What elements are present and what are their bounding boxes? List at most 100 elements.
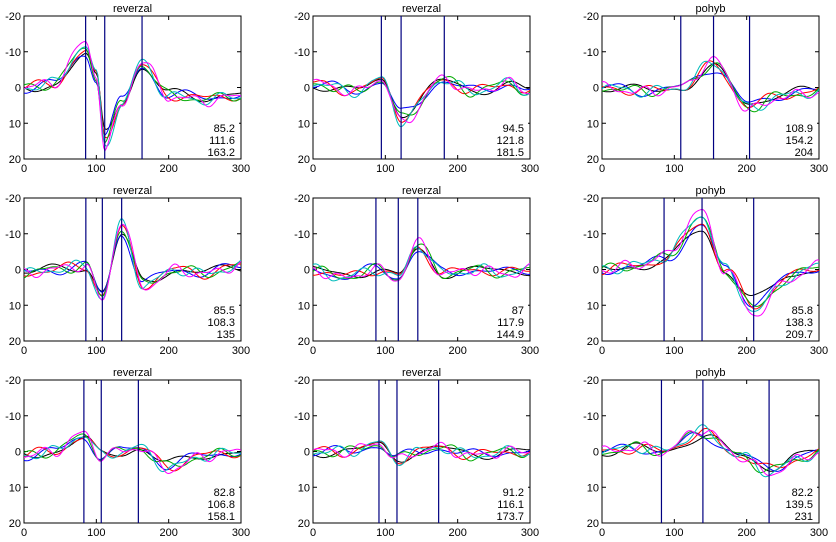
x-tick-label: 200 [737,163,755,175]
panel-title: pohyb [696,3,726,15]
x-tick-label: 300 [810,345,828,357]
y-tick-label: 0 [304,83,310,95]
trace-line [602,56,819,112]
latency-label: 144.9 [496,329,524,341]
panel-title: reverzal [113,185,152,197]
latency-label: 204 [795,147,813,159]
x-tick-label: 200 [737,527,755,539]
latency-label: 106.8 [207,499,235,511]
y-tick-label: 20 [587,336,599,348]
y-tick-label: 10 [587,118,599,130]
x-tick-label: 100 [376,527,394,539]
x-tick-label: 0 [310,345,316,357]
y-tick-label: -20 [583,11,599,23]
x-tick-label: 100 [665,527,683,539]
annotation-bg [201,482,239,521]
y-tick-label: 10 [9,300,21,312]
trace-line [313,445,530,458]
trace-line [602,216,819,312]
trace-line [313,237,530,282]
x-tick-label: 0 [310,527,316,539]
trace-line [313,243,530,281]
trace-line [313,444,530,462]
x-tick-label: 100 [665,345,683,357]
x-tick-label: 0 [599,527,605,539]
x-tick-label: 100 [87,527,105,539]
latency-label: 85.8 [792,305,813,317]
y-tick-label: 20 [298,154,310,166]
latency-label: 138.3 [785,317,813,329]
trace-line [24,52,241,130]
x-tick-label: 200 [159,345,177,357]
trace-line [313,76,530,128]
y-tick-label: -10 [583,47,599,59]
trace-line [313,246,530,277]
y-tick-label: 10 [298,300,310,312]
latency-label: 82.8 [214,487,235,499]
x-tick-label: 300 [521,527,539,539]
trace-line [313,74,530,124]
x-tick-label: 100 [376,345,394,357]
y-tick-label: -10 [583,411,599,423]
latency-label: 87 [512,305,524,317]
x-tick-label: 200 [448,527,466,539]
latency-label: 85.2 [214,123,235,135]
trace-line [313,441,530,459]
x-tick-label: 200 [737,345,755,357]
y-tick-label: -20 [294,375,310,387]
latency-label: 117.9 [497,317,524,329]
latency-label: 231 [795,511,813,523]
trace-line [24,223,241,301]
x-tick-label: 200 [159,527,177,539]
trace-line [24,436,241,473]
y-tick-label: 20 [9,154,21,166]
x-tick-label: 200 [159,163,177,175]
panel-title: reverzal [402,185,441,197]
trace-line [313,246,530,282]
latency-label: 121.8 [496,135,524,147]
latency-label: 108.3 [207,317,235,329]
trace-line [602,429,819,477]
y-tick-label: 10 [298,482,310,494]
x-tick-label: 100 [376,163,394,175]
y-tick-label: 0 [593,447,599,459]
latency-label: 181.5 [496,147,524,159]
y-tick-label: -20 [294,11,310,23]
x-tick-label: 300 [232,527,250,539]
latency-label: 209.7 [785,329,813,341]
latency-label: 154.2 [785,135,813,147]
x-tick-label: 0 [21,163,27,175]
y-tick-label: -20 [5,193,21,205]
trace-line [602,60,819,111]
latency-label: 108.9 [785,123,813,135]
x-tick-label: 0 [599,345,605,357]
x-tick-label: 300 [810,163,828,175]
latency-label: 139.5 [785,499,813,511]
trace-line [313,77,530,123]
y-tick-label: 20 [9,336,21,348]
y-tick-label: 10 [587,482,599,494]
annotation-bg [201,300,239,339]
x-tick-label: 100 [87,163,105,175]
y-tick-label: 20 [9,518,21,530]
trace-line [24,230,241,297]
y-tick-label: -10 [294,411,310,423]
trace-line [313,251,530,280]
y-tick-label: -20 [5,11,21,23]
y-tick-label: -10 [294,47,310,59]
trace-line [313,76,530,116]
y-tick-label: 20 [587,154,599,166]
trace-line [602,431,819,474]
latency-label: 82.2 [792,487,813,499]
panel-title: reverzal [402,367,441,379]
y-tick-label: -20 [5,375,21,387]
y-tick-label: -10 [294,229,310,241]
y-tick-label: 10 [9,482,21,494]
x-tick-label: 300 [232,163,250,175]
